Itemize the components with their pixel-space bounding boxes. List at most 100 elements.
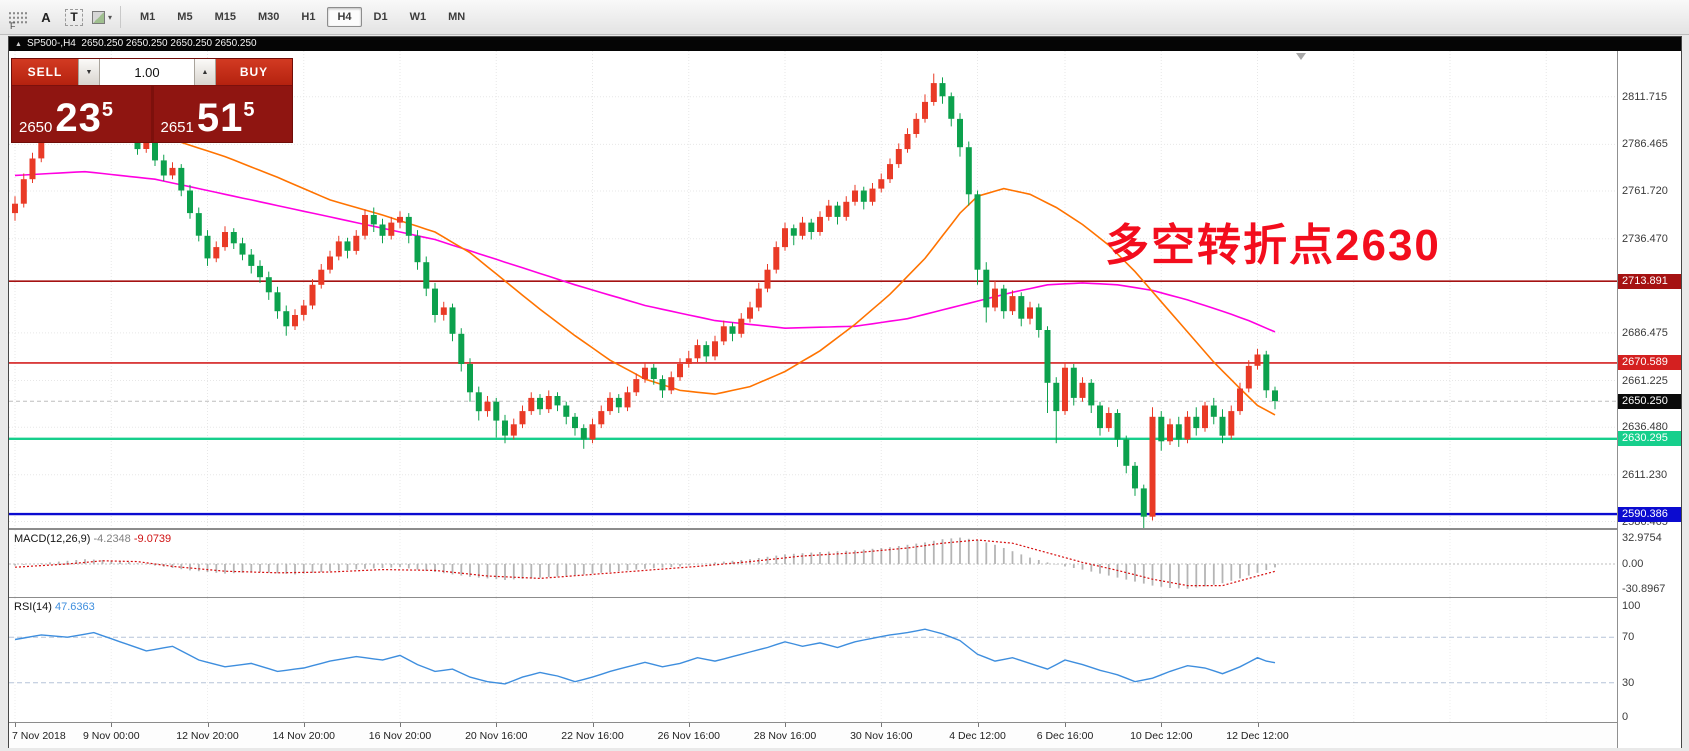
tf-button-M5[interactable]: M5: [177, 11, 193, 23]
macd-axis-label: -30.8967: [1622, 582, 1666, 595]
macd-axis-label: 32.9754: [1622, 531, 1662, 544]
price-line-tag: 2713.891: [1618, 273, 1681, 289]
price-axis-label: 2686.475: [1622, 326, 1668, 339]
macd-signal-value: -9.0739: [133, 533, 172, 545]
ask-main: 51: [196, 96, 244, 140]
price-axis-label: 2736.470: [1622, 232, 1668, 245]
time-label: 6 Dec 16:00: [1036, 730, 1094, 742]
time-label: 9 Nov 00:00: [82, 730, 140, 742]
ask-quote: 2651 51 5: [153, 86, 292, 142]
bid-sup: 5: [101, 99, 113, 121]
time-tick: [592, 723, 594, 727]
rsi-axis-label: 30: [1622, 676, 1635, 689]
t-glyph: T: [65, 8, 83, 26]
time-tick: [785, 723, 786, 727]
panel-splitter[interactable]: [9, 528, 1681, 530]
objects-dropdown[interactable]: ▾: [92, 5, 112, 29]
f-label: F: [10, 21, 16, 31]
price-line-tag: 2630.295: [1618, 431, 1681, 447]
bid-prefix: 2650: [19, 119, 53, 136]
bid-quote: 2650 23 5: [12, 86, 151, 142]
ask-sup: 5: [243, 99, 255, 121]
time-tick: [15, 723, 16, 727]
time-tick: [881, 723, 883, 727]
tf-button-D1[interactable]: D1: [373, 11, 388, 23]
time-label: 30 Nov 16:00: [850, 730, 913, 742]
time-label: 7 Nov 2018: [12, 730, 66, 742]
rsi-axis-label: 100: [1622, 600, 1641, 612]
time-label: 14 Nov 20:00: [272, 730, 336, 742]
annotation-text[interactable]: 多空转折点2630: [1105, 221, 1441, 270]
time-label: 20 Nov 16:00: [465, 730, 528, 742]
time-tick: [111, 723, 113, 727]
tf-button-M15[interactable]: M15: [214, 11, 236, 23]
rsi-name: RSI(14): [14, 601, 52, 613]
tf-button-H1[interactable]: H1: [301, 11, 316, 23]
toolbar-separator: [120, 6, 122, 28]
volume-up-button[interactable]: ▲: [194, 59, 216, 85]
time-tick: [688, 723, 690, 727]
rsi-chart[interactable]: [9, 598, 1617, 722]
price-axis-label: 2611.230: [1622, 468, 1668, 481]
rsi-value: 47.6363: [54, 601, 95, 613]
bid-main: 23: [55, 96, 102, 140]
time-tick: [1065, 723, 1066, 727]
time-label: 16 Nov 20:00: [368, 730, 432, 742]
tf-button-H4[interactable]: H4: [327, 7, 362, 27]
time-label: 12 Nov 20:00: [176, 730, 239, 742]
triangle-up-icon: ▲: [201, 68, 209, 76]
time-tick: [1161, 723, 1163, 727]
objects-icon: [92, 10, 105, 24]
rsi-axis-label: 70: [1622, 631, 1635, 644]
top-toolbar: F A T ▾ M1 M5 M15 M30 H1 H4 D1 W1 MN: [0, 0, 1689, 35]
time-tick: [977, 723, 979, 727]
price-line-tag: 2670.589: [1618, 355, 1681, 371]
shift-marker-icon[interactable]: [1296, 53, 1306, 60]
tf-button-M30[interactable]: M30: [257, 11, 280, 23]
sell-button[interactable]: SELL: [12, 59, 78, 85]
time-label: 4 Dec 12:00: [949, 730, 1006, 742]
timeframe-buttons: M1 M5 M15 M30 H1 H4 D1 W1 MN: [129, 7, 476, 27]
time-label: 28 Nov 16:00: [753, 730, 817, 742]
price-axis[interactable]: 2811.715 2786.465 2761.720 2736.470 2686.475…: [1617, 51, 1681, 748]
time-tick: [496, 723, 498, 727]
label-tool-t-icon[interactable]: T: [64, 5, 84, 29]
time-label: 26 Nov 16:00: [657, 730, 721, 742]
panel-splitter[interactable]: [9, 597, 1681, 598]
macd-axis-label: 0.00: [1622, 558, 1644, 570]
toolbar-grip-icon[interactable]: [8, 10, 28, 24]
trade-controls-row: SELL ▼ ▲ BUY: [12, 59, 292, 85]
macd-label: MACD(12,26,9) -4.2348 -9.0739: [14, 533, 171, 545]
panel-splitter: [9, 722, 1681, 723]
rsi-axis-label: 0: [1622, 711, 1629, 723]
quote-row: 2650 23 5 2651 51 5: [12, 86, 292, 142]
text-tool-a-icon[interactable]: A: [41, 9, 51, 25]
macd-name: MACD(12,26,9): [14, 533, 91, 545]
time-label: 10 Dec 12:00: [1130, 730, 1193, 742]
chart-symbol-period: SP500-,H4: [26, 38, 76, 49]
chart-window: 2811.715 2786.465 2761.720 2736.470 2686.475…: [8, 36, 1682, 748]
chart-ohlc-values: 2650.250 2650.250 2650.250 2650.250: [81, 38, 257, 49]
ask-prefix: 2651: [160, 119, 194, 136]
macd-chart[interactable]: [9, 530, 1617, 597]
tf-button-MN[interactable]: MN: [448, 11, 466, 23]
time-tick: [1257, 723, 1259, 727]
symbol-triangle-icon: ▲: [15, 41, 22, 48]
time-tick: [303, 723, 305, 727]
time-axis[interactable]: 7 Nov 2018 9 Nov 00:00 12 Nov 20:00 14 Nov …: [9, 723, 1681, 748]
price-axis-label: 2786.465: [1622, 138, 1668, 151]
chart-title-bar: ▲ SP500-,H4 2650.250 2650.250 2650.250 26…: [9, 37, 1681, 51]
price-axis-label: 2661.225: [1622, 374, 1668, 387]
volume-down-button[interactable]: ▼: [78, 59, 100, 85]
volume-input[interactable]: [100, 59, 194, 85]
triangle-down-icon: ▼: [85, 68, 93, 76]
time-tick: [400, 723, 401, 727]
tf-button-W1[interactable]: W1: [409, 11, 427, 23]
time-label: 22 Nov 16:00: [561, 730, 624, 742]
price-line-tag: 2590.386: [1618, 506, 1681, 522]
tf-button-M1[interactable]: M1: [140, 11, 156, 23]
chevron-down-icon: ▾: [108, 12, 113, 22]
price-axis-label: 2761.720: [1622, 185, 1668, 197]
time-tick: [207, 723, 209, 727]
buy-button[interactable]: BUY: [216, 59, 292, 85]
